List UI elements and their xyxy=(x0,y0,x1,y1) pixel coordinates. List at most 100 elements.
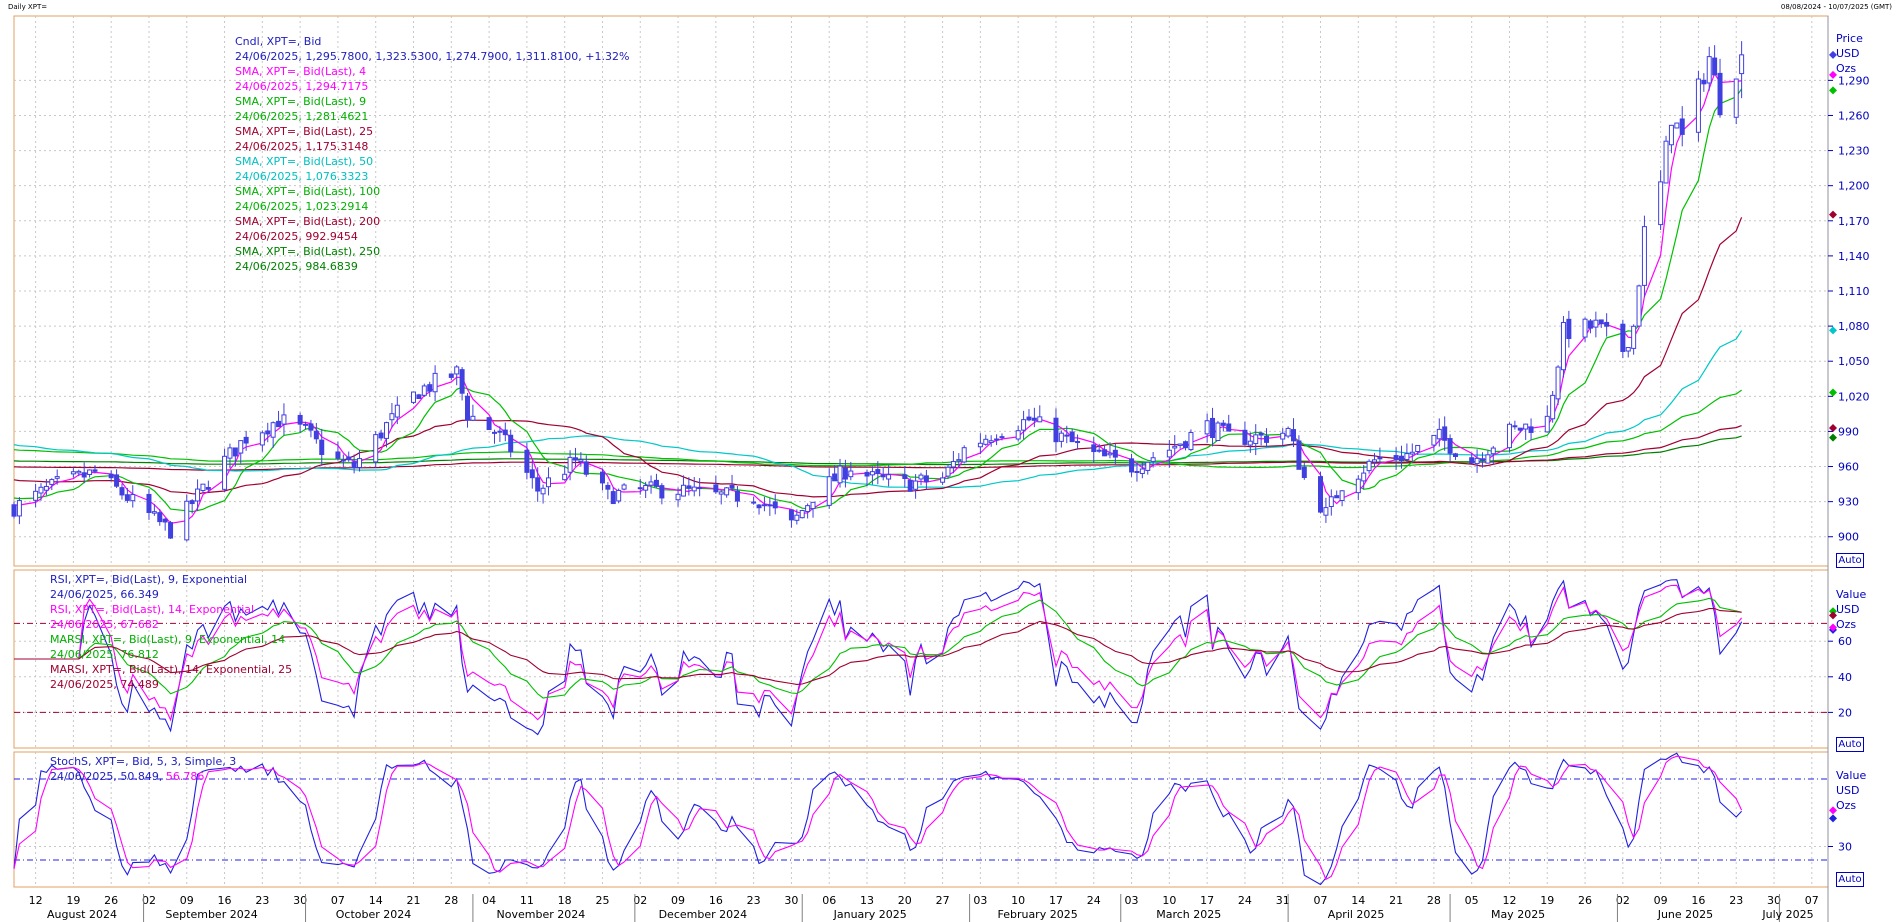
candle-body xyxy=(1172,445,1178,449)
stoch-d-line xyxy=(13,755,1743,881)
legend_price-line: SMA, XPT=, Bid(Last), 200 xyxy=(235,215,381,228)
value-marker xyxy=(1829,50,1837,59)
legend_price-line: SMA, XPT=, Bid(Last), 100 xyxy=(235,185,381,198)
x-tick-label: 07 xyxy=(1805,894,1819,907)
y-axes: 900 930 960 990 1,020 1,050 1,080 1,110 1,140 1,1… xyxy=(1828,74,1870,854)
candle-body xyxy=(1695,78,1701,133)
price-auto-scale-button[interactable]: Auto xyxy=(1836,553,1864,568)
legend_rsi-line: 24/06/2025, 76.812 xyxy=(50,648,159,661)
candle-body xyxy=(491,431,497,434)
x-tick-label: 19 xyxy=(1540,894,1554,907)
candle-body xyxy=(751,501,757,504)
candle-body xyxy=(162,518,168,523)
stoch-auto-scale-button[interactable]: Auto xyxy=(1836,872,1864,887)
candle-body xyxy=(1377,456,1383,460)
candle-body xyxy=(756,504,762,509)
value-marker xyxy=(1829,86,1837,95)
price-panel[interactable] xyxy=(11,41,1837,542)
stochastic-panel[interactable] xyxy=(13,752,1837,886)
value-marker xyxy=(1829,326,1837,335)
x-tick-label: 28 xyxy=(1427,894,1441,907)
x-tick-label: 18 xyxy=(558,894,572,907)
axis-title-line: USD xyxy=(1836,603,1860,616)
rsi-tick-label: 40 xyxy=(1838,671,1852,684)
candle-body xyxy=(1075,441,1081,444)
x-tick-label: 17 xyxy=(1200,894,1214,907)
axis-title-line: Value xyxy=(1836,588,1867,601)
legend_price-line: SMA, XPT=, Bid(Last), 9 xyxy=(235,95,367,108)
value-marker xyxy=(1829,806,1837,815)
candle-body xyxy=(16,500,22,517)
candle-body xyxy=(340,459,346,462)
candle-body xyxy=(562,473,568,481)
candle-body xyxy=(108,473,114,479)
candle-body xyxy=(205,486,211,490)
candle-body xyxy=(486,417,492,431)
candle-body xyxy=(1112,449,1118,458)
candle-body xyxy=(524,449,530,473)
candle-body xyxy=(826,476,832,506)
candle-body xyxy=(276,420,282,428)
rsi-axis-title: Value USD Ozs xyxy=(1836,587,1866,632)
candle-body xyxy=(810,501,816,510)
x-tick-label: 10 xyxy=(1162,894,1176,907)
price-tick-label: 1,110 xyxy=(1838,285,1870,298)
candle-body xyxy=(529,469,535,479)
candle-body xyxy=(43,485,49,491)
candle-body xyxy=(470,415,476,421)
x-tick-label: 12 xyxy=(29,894,43,907)
candle-body xyxy=(1064,434,1070,437)
candle-body xyxy=(373,434,379,463)
value-marker xyxy=(1829,814,1837,823)
rsi-auto-scale-button[interactable]: Auto xyxy=(1836,737,1864,752)
candle-body xyxy=(1139,468,1145,474)
candle-body xyxy=(1253,434,1259,445)
sma-25-line xyxy=(13,217,1743,498)
price-tick-label: 1,020 xyxy=(1838,390,1870,403)
month-label: January 2025 xyxy=(833,908,907,921)
panel-frame-stoch xyxy=(13,751,1829,888)
candle-body xyxy=(599,471,605,484)
candle-body xyxy=(918,474,924,480)
candle-body xyxy=(465,395,470,421)
x-axis: 12 19 26 02 09 16 23 30 07 14 21 28 04 11 18 25 02 09 16 23… xyxy=(29,894,1819,922)
candle-body xyxy=(243,436,249,444)
x-tick-label: 20 xyxy=(898,894,912,907)
candle-body xyxy=(1220,422,1226,426)
candle-body xyxy=(11,504,17,517)
legend_rsi-line: RSI, XPT=, Bid(Last), 9, Exponential xyxy=(50,573,248,586)
candle-body xyxy=(1512,425,1518,428)
candle-body xyxy=(394,404,400,418)
candle-body xyxy=(767,504,773,507)
candle-body xyxy=(880,474,886,478)
x-tick-label: 14 xyxy=(1351,894,1365,907)
x-tick-label: 09 xyxy=(180,894,194,907)
legend_rsi-line: RSI, XPT=, Bid(Last), 14, Exponential xyxy=(50,603,255,616)
rsi-panel[interactable] xyxy=(14,579,1837,736)
x-tick-label: 02 xyxy=(142,894,156,907)
candle-body xyxy=(794,514,800,521)
candle-body xyxy=(832,473,838,482)
candle-body xyxy=(713,484,719,493)
candle-body xyxy=(130,494,136,502)
legend_rsi-line: MARSI, XPT=, Bid(Last), 14, Exponential,… xyxy=(50,663,293,676)
value-marker xyxy=(1829,210,1837,219)
axis-title-line: Ozs xyxy=(1836,62,1857,75)
marsi-14-line xyxy=(14,607,1742,685)
candle-body xyxy=(653,479,659,487)
candle-body xyxy=(49,479,55,485)
legend_price-line: 24/06/2025, 1,076.3323 xyxy=(235,170,369,183)
candle-body xyxy=(427,384,433,392)
candle-body xyxy=(454,366,460,375)
candle-body xyxy=(1015,430,1021,440)
candle-body xyxy=(151,511,157,514)
axis-title-line: Value xyxy=(1836,769,1867,782)
candle-body xyxy=(308,423,314,431)
candle-body xyxy=(999,436,1005,439)
x-tick-label: 07 xyxy=(331,894,345,907)
price-tick-label: 1,050 xyxy=(1838,355,1870,368)
candle-body xyxy=(384,422,390,439)
x-tick-label: 07 xyxy=(1314,894,1328,907)
chart-canvas[interactable]: 900 930 960 990 1,020 1,050 1,080 1,110 1,140 1,1… xyxy=(0,14,1898,922)
x-tick-label: 17 xyxy=(1049,894,1063,907)
